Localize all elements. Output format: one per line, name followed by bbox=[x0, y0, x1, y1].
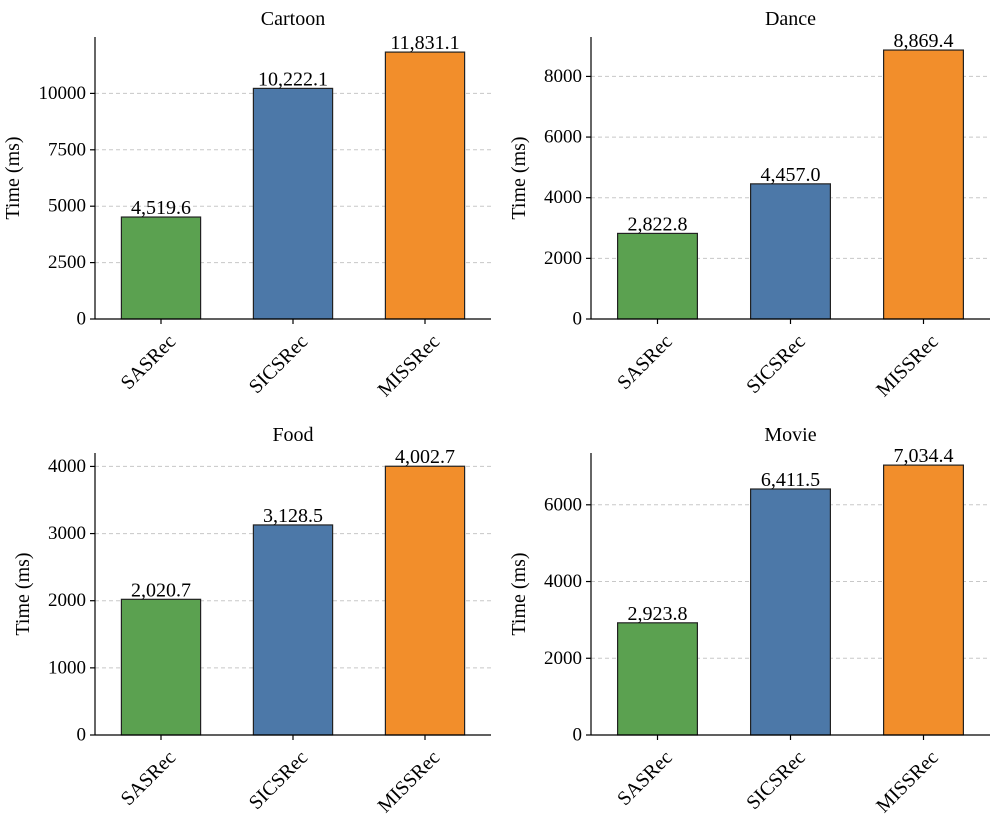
x-tick-label: SASRec bbox=[613, 331, 677, 395]
y-tick-label: 2000 bbox=[544, 648, 582, 669]
value-label: 7,034.4 bbox=[894, 445, 954, 467]
value-label: 10,222.1 bbox=[258, 68, 328, 90]
y-tick-label: 5000 bbox=[48, 196, 86, 217]
y-axis-label: Time (ms) bbox=[2, 136, 24, 219]
chart-panel-movie: 2,923.8 SASRec 6,411.5 SICSRec 7,034.4 MISSRe… bbox=[508, 424, 990, 817]
value-label: 6,411.5 bbox=[761, 469, 820, 491]
bar-sasrec bbox=[120, 598, 202, 736]
chart-title: Food bbox=[272, 424, 313, 446]
y-tick-label: 2000 bbox=[544, 248, 582, 269]
value-label: 8,869.4 bbox=[894, 30, 954, 52]
x-tick-label: SICSRec bbox=[245, 747, 313, 815]
x-tick-label: SICSRec bbox=[245, 331, 313, 399]
y-axis-label: Time (ms) bbox=[508, 136, 530, 219]
value-label: 4,002.7 bbox=[395, 446, 455, 468]
bar-sicsrec bbox=[252, 524, 334, 736]
chart-panel-food: 2,020.7 SASRec 3,128.5 SICSRec 4,002.7 MISSRe… bbox=[12, 424, 491, 817]
y-axis-label: Time (ms) bbox=[508, 552, 530, 635]
y-tick-label: 0 bbox=[573, 309, 583, 330]
x-tick-label: SASRec bbox=[117, 747, 181, 811]
bar-sasrec bbox=[120, 216, 202, 320]
x-tick-label: MISSRec bbox=[374, 331, 445, 402]
y-tick-label: 1000 bbox=[48, 657, 86, 678]
chart-panel-dance: 2,822.8 SASRec 4,457.0 SICSRec 8,869.4 MISSRe… bbox=[508, 8, 990, 401]
bar-missrec bbox=[384, 465, 466, 736]
x-tick-label: SICSRec bbox=[742, 747, 810, 815]
value-label: 4,457.0 bbox=[761, 164, 821, 186]
y-tick-label: 0 bbox=[77, 725, 87, 746]
chart-title: Dance bbox=[765, 8, 816, 30]
bar-sicsrec bbox=[252, 87, 334, 320]
y-tick-label: 10000 bbox=[39, 83, 87, 104]
x-tick-label: MISSRec bbox=[872, 747, 943, 818]
y-tick-label: 6000 bbox=[544, 494, 582, 515]
y-tick-label: 4000 bbox=[544, 187, 582, 208]
value-label: 2,822.8 bbox=[628, 213, 688, 235]
y-tick-label: 0 bbox=[573, 725, 583, 746]
y-tick-label: 3000 bbox=[48, 523, 86, 544]
y-tick-label: 4000 bbox=[544, 571, 582, 592]
y-tick-label: 2000 bbox=[48, 590, 86, 611]
y-tick-label: 4000 bbox=[48, 456, 86, 477]
y-tick-label: 6000 bbox=[544, 127, 582, 148]
chart-title: Movie bbox=[764, 424, 816, 446]
bar-missrec bbox=[384, 51, 466, 320]
y-axis-label: Time (ms) bbox=[12, 552, 34, 635]
x-tick-label: MISSRec bbox=[374, 747, 445, 818]
y-tick-label: 8000 bbox=[544, 66, 582, 87]
value-label: 11,831.1 bbox=[390, 32, 459, 54]
y-tick-label: 2500 bbox=[48, 252, 86, 273]
value-label: 3,128.5 bbox=[263, 505, 323, 527]
bar-sasrec bbox=[616, 622, 698, 736]
bar-sicsrec bbox=[749, 183, 831, 320]
value-label: 4,519.6 bbox=[131, 197, 191, 219]
bar-missrec bbox=[882, 464, 964, 736]
bar-missrec bbox=[882, 49, 964, 320]
y-tick-label: 7500 bbox=[48, 139, 86, 160]
value-label: 2,020.7 bbox=[131, 579, 191, 601]
value-label: 2,923.8 bbox=[628, 603, 688, 625]
chart-panel-cartoon: 4,519.6 SASRec 10,222.1 SICSRec 11,831.1 MISS… bbox=[2, 8, 491, 401]
x-tick-label: SICSRec bbox=[742, 331, 810, 399]
bar-sicsrec bbox=[749, 488, 831, 736]
bar-sasrec bbox=[616, 232, 698, 320]
y-tick-label: 0 bbox=[77, 309, 87, 330]
x-tick-label: SASRec bbox=[613, 747, 677, 811]
x-tick-label: MISSRec bbox=[872, 331, 943, 402]
chart-title: Cartoon bbox=[261, 8, 325, 30]
x-tick-label: SASRec bbox=[117, 331, 181, 395]
